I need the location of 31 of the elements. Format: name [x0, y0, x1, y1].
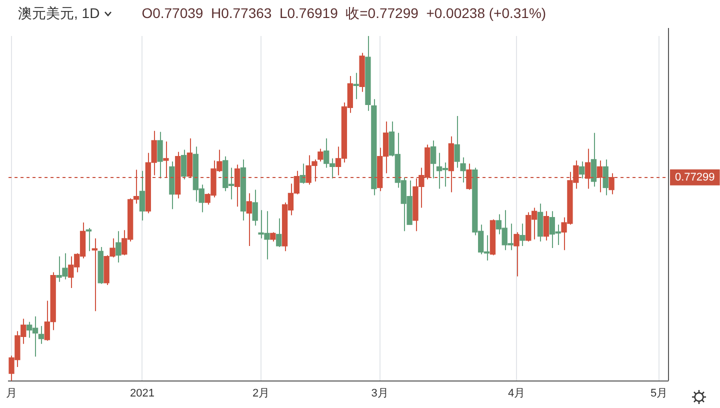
- chart-title: 澳元美元, 1D: [18, 5, 100, 23]
- candlestick: [454, 115, 460, 168]
- x-tick-label: 2021: [130, 387, 154, 400]
- candlestick: [157, 131, 163, 179]
- candlestick: [38, 325, 44, 344]
- candlestick: [514, 232, 520, 277]
- candlestick: [430, 140, 436, 179]
- candlestick: [543, 210, 550, 241]
- candlestick: [139, 170, 146, 221]
- candlestick: [276, 218, 282, 248]
- x-tick-label: 2月: [252, 387, 270, 400]
- candlestick: [590, 132, 597, 188]
- chart-subtitle: O0.77039 H0.77363 L0.76919 收=0.77299 +0.00238 (+0.31%): [142, 5, 546, 23]
- candlestick: [246, 192, 252, 246]
- candlestick: [252, 189, 258, 226]
- candlestick: [92, 238, 98, 312]
- candlestick: [579, 161, 585, 179]
- candlestick: [353, 72, 359, 100]
- candlestick: [270, 232, 276, 242]
- x-tick-label: 3月: [371, 387, 388, 400]
- x-tick-label: 月: [6, 387, 17, 400]
- candlestick: [116, 230, 122, 264]
- candlestick: [602, 158, 608, 196]
- candlestick: [520, 223, 526, 246]
- text: 0.77299: [675, 171, 715, 184]
- x-tick-label: 5月: [650, 387, 668, 400]
- candlestick: [180, 149, 187, 180]
- candlestick: [460, 156, 466, 184]
- candlestick: [300, 163, 306, 184]
- x-tick-label: 4月: [508, 387, 526, 400]
- candlestick: [86, 228, 92, 252]
